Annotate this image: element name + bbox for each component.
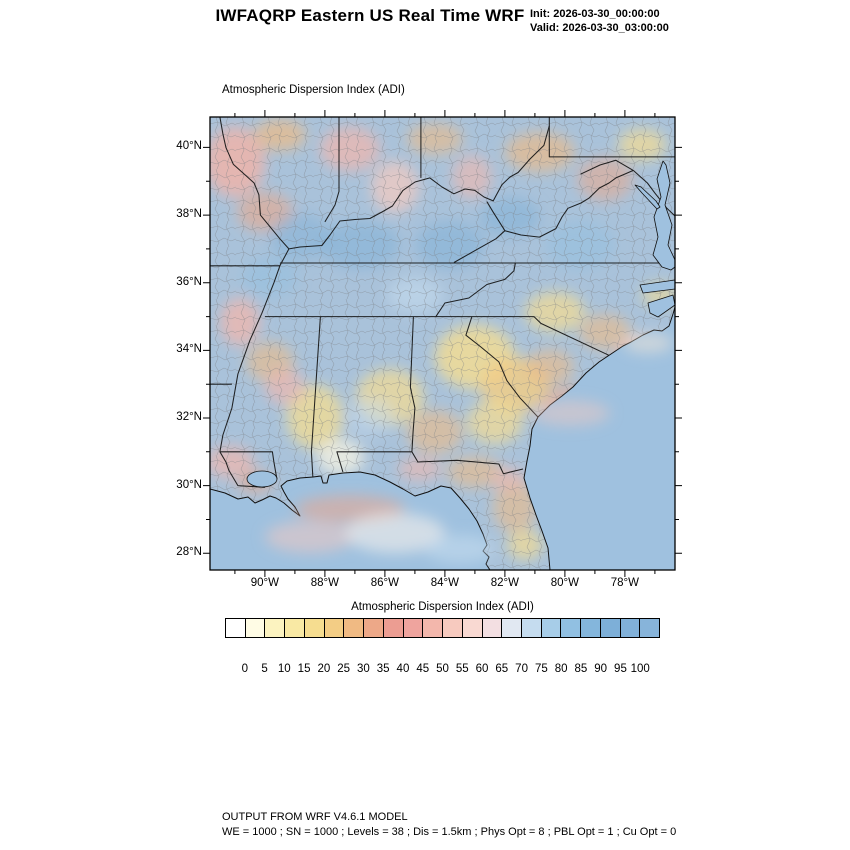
adi-map: [203, 110, 682, 577]
colorbar-cell: [284, 619, 304, 637]
colorbar-cell: [323, 619, 344, 637]
ocean-adi-patches: [265, 333, 673, 563]
lat-tick-label: 28°N: [176, 546, 202, 559]
colorbar-cell: [442, 619, 462, 637]
albemarle-sound: [639, 279, 675, 294]
colorbar-tick-label: 20: [317, 663, 331, 675]
footer: OUTPUT FROM WRF V4.6.1 MODEL WE = 1000 ;…: [222, 810, 676, 840]
colorbar-tick-label: 85: [574, 663, 588, 675]
footer-config-line: WE = 1000 ; SN = 1000 ; Levels = 38 ; Di…: [222, 826, 677, 838]
colorbar-cell: [461, 619, 482, 637]
colorbar-tick-label: 30: [357, 663, 370, 675]
colorbar-cell: [481, 619, 502, 637]
lat-axis: 40°N 38°N 36°N 34°N 32°N 30°N 28°N: [156, 117, 202, 570]
lat-tick-label: 30°N: [176, 478, 202, 491]
colorbar-tick-label: 10: [277, 663, 291, 675]
colorbar-tick-label: 40: [396, 663, 410, 675]
axis-ticks: [203, 110, 682, 577]
colorbar-cell: [422, 619, 443, 637]
colorbar-cell: [560, 619, 581, 637]
colorbar-cell: [264, 619, 285, 637]
colorbar-tick-label: 35: [376, 663, 390, 675]
lat-tick-label: 32°N: [176, 411, 202, 423]
colorbar-tick-label: 25: [337, 663, 351, 675]
lon-tick-label: 78°W: [610, 577, 640, 589]
plot-frame: [209, 116, 676, 571]
colorbar-tick-label: 0: [241, 663, 248, 675]
colorbar-tick-label: 45: [416, 663, 430, 675]
colorbar-cell: [501, 619, 522, 637]
colorbar-tick-label: 100: [630, 663, 650, 675]
colorbar-tick-label: 65: [495, 663, 509, 675]
colorbar-cell: [402, 619, 423, 637]
run-times: Init: 2026-03-30_00:00:00 Valid: 2026-03…: [530, 7, 669, 35]
lat-tick-label: 40°N: [176, 140, 202, 153]
colorbar-cell: [521, 619, 541, 637]
colorbar-tick-label: 80: [554, 663, 568, 675]
bays-and-sounds: [246, 160, 675, 488]
state-boundaries: [210, 117, 675, 488]
lon-tick-label: 80°W: [550, 577, 580, 589]
colorbar-tick-label: 75: [534, 663, 548, 675]
init-time: Init: 2026-03-30_00:00:00: [530, 8, 660, 20]
colorbar-cell: [580, 619, 600, 637]
colorbar-ticks: 0 5 10 15 20 25 30 35 40 45 50 55 60 65 70 75 80 85 90 95 10…: [225, 638, 660, 675]
colorbar-tick-label: 70: [515, 663, 528, 675]
colorbar-tick-label: 60: [475, 663, 489, 675]
lon-tick-label: 82°W: [490, 577, 520, 589]
pamlico-sound: [647, 294, 675, 318]
colorbar-wrap: Atmospheric Dispersion Index (ADI) 0 5 10 1…: [225, 601, 660, 675]
colorbar-tick-label: 50: [436, 663, 449, 675]
map-subtitle: Atmospheric Dispersion Index (ADI): [222, 84, 405, 96]
lon-tick-label: 84°W: [430, 577, 460, 589]
lon-tick-label: 88°W: [310, 577, 340, 589]
colorbar-cell: [363, 619, 383, 637]
colorbar-cell: [303, 619, 324, 637]
colorbar-cell: [599, 619, 620, 637]
colorbar-label: Atmospheric Dispersion Index (ADI): [351, 601, 534, 613]
colorbar-tick-label: 90: [594, 663, 608, 675]
lake-pontchartrain: [246, 470, 278, 488]
colorbar-cell: [343, 619, 364, 637]
page-title: IWFAQRP Eastern US Real Time WRF: [215, 6, 525, 25]
lon-axis: 90°W 88°W 86°W 84°W 82°W 80°W 78°W: [210, 577, 675, 593]
valid-time: Valid: 2026-03-30_03:00:00: [530, 22, 669, 34]
potomac-river: [634, 184, 661, 210]
colorbar-tick-label: 5: [261, 663, 268, 675]
colorbar-cell: [540, 619, 561, 637]
colorbar-tick-label: 55: [455, 663, 469, 675]
footer-model-line: OUTPUT FROM WRF V4.6.1 MODEL: [222, 811, 408, 823]
lat-tick-label: 34°N: [176, 343, 202, 356]
colorbar-cell: [639, 619, 660, 637]
colorbar-cell: [382, 619, 403, 637]
colorbar-cell: [619, 619, 640, 637]
colorbar-tick-label: 95: [614, 663, 627, 675]
lon-tick-label: 86°W: [370, 577, 400, 589]
colorbar: [225, 618, 660, 638]
atlantic-ocean: [523, 306, 675, 570]
colorbar-tick-label: 15: [297, 663, 311, 675]
colorbar-cell: [226, 619, 245, 637]
lat-tick-label: 36°N: [176, 275, 202, 288]
lat-tick-label: 38°N: [176, 208, 202, 221]
colorbar-cell: [244, 619, 265, 637]
lon-tick-label: 90°W: [250, 577, 280, 589]
